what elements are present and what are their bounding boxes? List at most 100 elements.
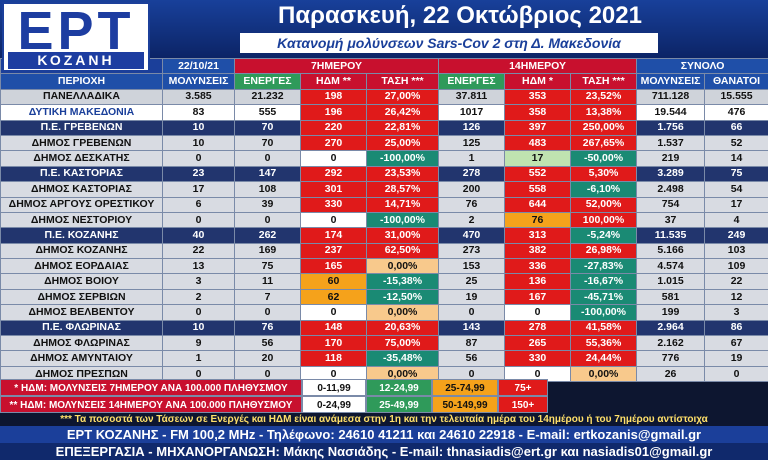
cell-area: ΠΑΝΕΛΛΑΔΙΚΑ: [0, 88, 163, 106]
table-row-unit: Π.Ε. ΚΟΖΑΝΗΣ 40 262 174 31,00% 470 313 -5,24% 11…: [0, 227, 768, 244]
cell-deaths: 22: [704, 273, 768, 290]
cell-inf: 6: [162, 196, 235, 213]
table-row-municipality: ΔΗΜΟΣ ΣΕΡΒΙΩΝ 2 7 62 -12,50% 19 167 -45,71% 581 1…: [0, 288, 768, 306]
cell-total: 26: [636, 365, 706, 383]
cell-hdm7: 0: [300, 304, 367, 321]
cell-hdm14: 358: [504, 104, 571, 121]
cell-area: ΔΥΤΙΚΗ ΜΑΚΕΔΟΝΙΑ: [0, 104, 163, 121]
cell-hdm7: 118: [300, 350, 367, 367]
cell-tr7: 25,00%: [366, 134, 439, 152]
cell-tr14: -50,00%: [569, 150, 638, 167]
cell-act7: 39: [234, 196, 301, 213]
col-active-7: ΕΝΕΡΓΕΣ: [234, 73, 301, 90]
cell-tr7: 28,57%: [366, 181, 439, 198]
footnote: *** Τα ποσοστά των Τάσεων σε Ενεργές και…: [60, 414, 708, 425]
cell-act7: 20: [234, 350, 301, 367]
cell-inf: 40: [162, 227, 235, 244]
cell-tr7: -100,00%: [366, 211, 439, 229]
cell-tr7: 26,42%: [366, 104, 439, 121]
cell-act7: 75: [234, 258, 301, 275]
cell-total: 711.128: [636, 88, 706, 106]
cell-area: ΔΗΜΟΣ ΦΛΩΡΙΝΑΣ: [0, 335, 163, 352]
cell-inf: 2: [162, 288, 235, 306]
table-row-municipality: ΔΗΜΟΣ ΝΕΣΤΟΡΙΟΥ 0 0 0 -100,00% 2 76 100,00% 37 4: [0, 211, 768, 229]
legend-band: 0-24,99: [302, 396, 366, 413]
cell-inf: 10: [162, 134, 235, 152]
legend-band: 150+: [498, 396, 548, 413]
cell-act14: 125: [438, 134, 505, 152]
cell-hdm14: 76: [504, 211, 571, 229]
cell-tr14: 55,36%: [569, 335, 638, 352]
cell-act14: 1017: [438, 104, 505, 121]
cell-deaths: 4: [704, 211, 768, 229]
cell-total: 754: [636, 196, 706, 213]
cell-act14: 273: [438, 242, 505, 260]
table-row-region: ΠΑΝΕΛΛΑΔΙΚΑ 3.585 21.232 198 27,00% 37.811 353…: [0, 88, 768, 106]
cell-act7: 147: [234, 165, 301, 183]
col-area: ΠΕΡΙΟΧΗ: [0, 73, 163, 90]
cell-deaths: 103: [704, 242, 768, 260]
table-row-municipality: ΔΗΜΟΣ ΠΡΕΣΠΩΝ 0 0 0 0,00% 0 0 0,00% 26 0: [0, 365, 768, 383]
cell-hdm14: 0: [504, 365, 571, 383]
cell-deaths: 3: [704, 304, 768, 321]
cell-deaths: 14: [704, 150, 768, 167]
cell-hdm14: 558: [504, 181, 571, 198]
cell-area: ΔΗΜΟΣ ΕΟΡΔΑΙΑΣ: [0, 258, 163, 275]
cell-tr7: -35,48%: [366, 350, 439, 367]
cell-hdm14: 313: [504, 227, 571, 244]
cell-act14: 87: [438, 335, 505, 352]
cell-area: Π.Ε. ΚΟΖΑΝΗΣ: [0, 227, 163, 244]
cell-tr7: 20,63%: [366, 319, 439, 337]
cell-total: 2.498: [636, 181, 706, 198]
cell-tr7: -12,50%: [366, 288, 439, 306]
cell-hdm14: 265: [504, 335, 571, 352]
cell-area: Π.Ε. ΓΡΕΒΕΝΩΝ: [0, 119, 163, 136]
cell-act7: 56: [234, 335, 301, 352]
cell-act14: 76: [438, 196, 505, 213]
cell-act7: 169: [234, 242, 301, 260]
cell-tr14: 250,00%: [569, 119, 638, 136]
cell-hdm14: 17: [504, 150, 571, 167]
cell-hdm7: 170: [300, 335, 367, 352]
cell-inf: 23: [162, 165, 235, 183]
covid-table: 22/10/21 7ΗΜΕΡΟΥ 14ΗΜΕΡΟΥ ΣΥΝΟΛΟ ΠΕΡΙΟΧΗ…: [0, 57, 768, 383]
cell-total: 2.964: [636, 319, 706, 337]
cell-hdm7: 60: [300, 273, 367, 290]
cell-tr14: 0,00%: [569, 365, 638, 383]
cell-act14: 278: [438, 165, 505, 183]
cell-hdm7: 0: [300, 150, 367, 167]
cell-area: ΔΗΜΟΣ ΝΕΣΤΟΡΙΟΥ: [0, 211, 163, 229]
cell-act7: 262: [234, 227, 301, 244]
cell-deaths: 109: [704, 258, 768, 275]
col-hdm-7: ΗΔΜ **: [300, 73, 367, 90]
cell-tr14: -5,24%: [569, 227, 638, 244]
cell-hdm7: 62: [300, 288, 367, 306]
cell-act7: 7: [234, 288, 301, 306]
group-7day-header: 7ΗΜΕΡΟΥ: [234, 57, 439, 75]
legend-band: 25-49,99: [366, 396, 432, 413]
cell-area: ΔΗΜΟΣ ΓΡΕΒΕΝΩΝ: [0, 134, 163, 152]
cell-total: 219: [636, 150, 706, 167]
cell-hdm14: 330: [504, 350, 571, 367]
cell-deaths: 54: [704, 181, 768, 198]
cell-hdm14: 136: [504, 273, 571, 290]
cell-hdm7: 330: [300, 196, 367, 213]
cell-hdm14: 336: [504, 258, 571, 275]
table-row-municipality: ΔΗΜΟΣ ΚΟΖΑΝΗΣ 22 169 237 62,50% 273 382 26,98% 5…: [0, 242, 768, 260]
cell-area: ΔΗΜΟΣ ΒΟΙΟΥ: [0, 273, 163, 290]
cell-area: Π.Ε. ΦΛΩΡΙΝΑΣ: [0, 319, 163, 337]
table-row-municipality: ΔΗΜΟΣ ΔΕΣΚΑΤΗΣ 0 0 0 -100,00% 1 17 -50,00% 219 14: [0, 150, 768, 167]
table-row-municipality: ΔΗΜΟΣ ΓΡΕΒΕΝΩΝ 10 70 270 25,00% 125 483 267,65%…: [0, 134, 768, 152]
cell-deaths: 476: [704, 104, 768, 121]
page-title: Παρασκευή, 22 Οκτώβριος 2021: [278, 2, 642, 29]
cell-act14: 1: [438, 150, 505, 167]
cell-inf: 10: [162, 319, 235, 337]
cell-act14: 2: [438, 211, 505, 229]
cell-tr14: -27,83%: [569, 258, 638, 275]
cell-inf: 10: [162, 119, 235, 136]
legend-band: 12-24,99: [366, 379, 432, 396]
cell-inf: 0: [162, 150, 235, 167]
cell-tr14: 23,52%: [569, 88, 638, 106]
cell-tr7: -15,38%: [366, 273, 439, 290]
cell-hdm14: 483: [504, 134, 571, 152]
